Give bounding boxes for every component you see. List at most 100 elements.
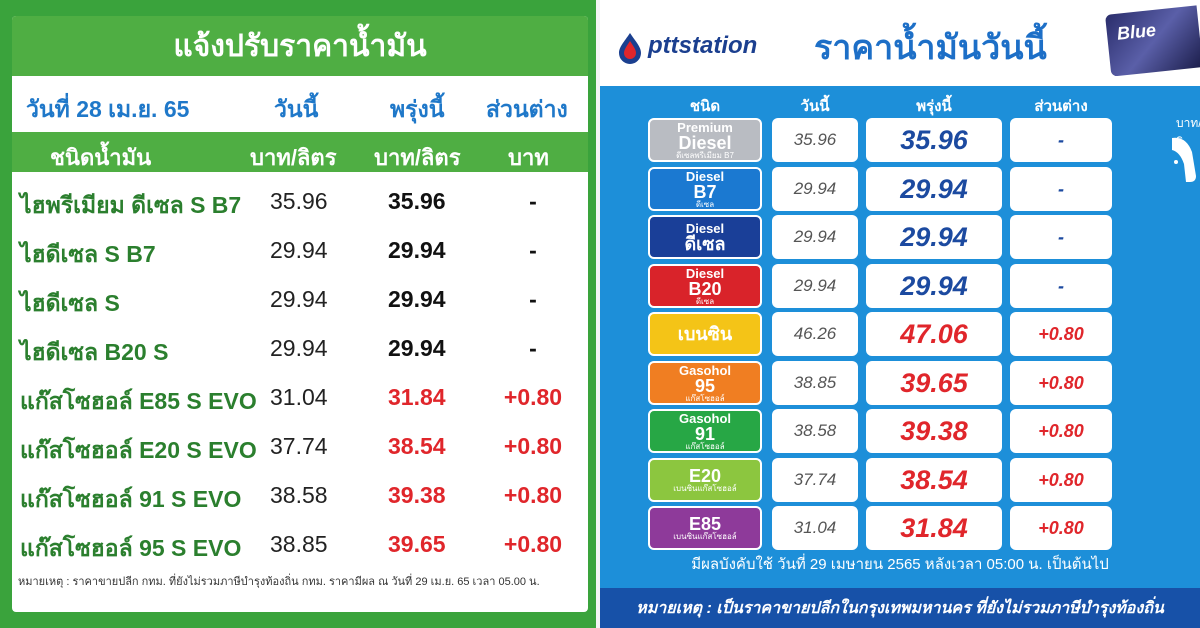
price-today: 35.96 xyxy=(270,188,328,214)
price-tomorrow: 39.65 xyxy=(866,361,1002,405)
badge-line2: 91 xyxy=(694,423,716,444)
price-diff: +0.80 xyxy=(1010,458,1112,502)
price-today: 38.58 xyxy=(772,409,858,453)
fuel-badge: Diesel B7 ดีเซล xyxy=(648,167,762,211)
badge-line2: E20 xyxy=(688,466,722,486)
left-price-row: แก๊สโซฮอล์ 91 S EVO 38.58 39.38 +0.80 xyxy=(12,474,588,520)
right-price-row: Premium Diesel ดีเซลพรีเมียม B7 35.96 35.96- xyxy=(648,118,1168,162)
left-price-row: แก๊สโซฮอล์ 95 S EVO 38.85 39.65 +0.80 xyxy=(12,523,588,569)
price-tomorrow: 35.96 xyxy=(866,118,1002,162)
badge-line3: แก๊สโซฮอล์ xyxy=(685,393,725,403)
price-tomorrow: 39.65 xyxy=(388,531,446,557)
price-diff: +0.80 xyxy=(503,384,563,410)
price-diff: - xyxy=(529,188,537,214)
fuel-badge: Gasohol 91 แก๊สโซฮอล์ xyxy=(648,409,762,453)
badge-line2: E85 xyxy=(688,514,722,534)
brand-name: pttstation xyxy=(648,32,758,59)
badge-line3: ดีเซลพรีเมียม B7 xyxy=(676,150,734,160)
col-diff-header: ส่วนต่าง xyxy=(486,96,568,122)
fuel-badge: Diesel ดีเซล xyxy=(648,215,762,259)
price-today: 37.74 xyxy=(772,458,858,502)
price-tomorrow: 38.54 xyxy=(866,458,1002,502)
price-today: 31.04 xyxy=(270,384,328,410)
badge-line2: B20 xyxy=(688,278,722,299)
badge-line3: เบนซินแก๊สโซฮอล์ xyxy=(673,532,737,541)
price-tomorrow: 29.94 xyxy=(866,264,1002,308)
right-price-row: Diesel ดีเซล 29.94 29.94- xyxy=(648,215,1168,259)
badge-line1: Diesel xyxy=(685,220,725,236)
price-diff: +0.80 xyxy=(1010,506,1112,550)
right-note: หมายเหตุ : เป็นราคาขายปลีกในกรุงเทพมหานค… xyxy=(600,588,1200,628)
price-diff: +0.80 xyxy=(1010,409,1112,453)
left-price-table: แจ้งปรับราคาน้ำมัน วันที่ 28 เม.ย. 65 วั… xyxy=(12,16,588,612)
price-today: 29.94 xyxy=(270,237,328,263)
left-price-row: ไฮดีเซล S B7 29.94 29.94 - xyxy=(12,229,588,275)
col-type-header: ชนิด xyxy=(689,98,721,115)
price-tomorrow: 38.54 xyxy=(388,433,446,459)
price-tomorrow: 39.38 xyxy=(866,409,1002,453)
badge-line3: แก๊สโซฮอล์ xyxy=(685,441,725,451)
badge-line3: ดีเซล xyxy=(695,199,715,209)
right-price-row: เบนซิน 46.26 47.06 +0.80 xyxy=(648,312,1168,356)
col-name-header: ชนิดน้ำมัน xyxy=(50,145,152,170)
right-column-headers: ชนิด วันนี้ พรุ่งนี้ ส่วนต่าง xyxy=(600,92,1200,116)
price-tomorrow: 29.94 xyxy=(866,167,1002,211)
badge-line2: B7 xyxy=(693,181,717,202)
left-header-row: วันที่ 28 เม.ย. 65 วันนี้ พรุ่งนี้ ส่วนต… xyxy=(12,82,588,128)
left-note: หมายเหตุ : ราคาขายปลีก กทม. ที่ยังไม่รวม… xyxy=(18,576,540,588)
right-price-row: E85 เบนซินแก๊สโซฮอล์ 31.04 31.84 +0.80 xyxy=(648,506,1168,550)
price-tomorrow: 47.06 xyxy=(866,312,1002,356)
price-diff: - xyxy=(529,237,537,263)
badge-line3: เบนซินแก๊สโซฮอล์ xyxy=(673,484,737,493)
price-diff: +0.80 xyxy=(1010,361,1112,405)
price-diff: +0.80 xyxy=(503,531,563,557)
left-price-row: ไฮพรีเมียม ดีเซล S B7 35.96 35.96 - xyxy=(12,180,588,226)
badge-line1: Diesel xyxy=(685,265,725,281)
col-tomorrow-header: พรุ่งนี้ xyxy=(916,98,952,115)
fuel-badge: E85 เบนซินแก๊สโซฮอล์ xyxy=(648,506,762,550)
effective-date-text: มีผลบังคับใช้ วันที่ 29 เมษายน 2565 หลัง… xyxy=(691,556,1109,573)
price-tomorrow: 29.94 xyxy=(866,215,1002,259)
col-diff-header: ส่วนต่าง xyxy=(1034,98,1088,115)
left-price-row: แก๊สโซฮอล์ E85 S EVO 31.04 31.84 +0.80 xyxy=(12,376,588,422)
price-today: 38.58 xyxy=(270,482,328,508)
badge-line1: Gasohol xyxy=(678,362,731,378)
panel-divider xyxy=(596,0,600,628)
col-today-header: วันนี้ xyxy=(274,96,319,122)
left-price-row: ไฮดีเซล B20 S 29.94 29.94 - xyxy=(12,327,588,373)
price-today: 29.94 xyxy=(772,167,858,211)
badge-line2: 95 xyxy=(694,375,716,396)
fuel-nozzle-icon xyxy=(1172,137,1196,182)
price-tomorrow: 31.84 xyxy=(866,506,1002,550)
price-diff: - xyxy=(1010,264,1112,308)
fuel-name: แก๊สโซฮอล์ E85 S EVO xyxy=(20,388,257,414)
unit-today: บาท/ลิตร xyxy=(250,145,337,170)
fuel-badge: Gasohol 95 แก๊สโซฮอล์ xyxy=(648,361,762,405)
price-diff: - xyxy=(1010,215,1112,259)
right-price-row: E20 เบนซินแก๊สโซฮอล์ 37.74 38.54 +0.80 xyxy=(648,458,1168,502)
price-today: 38.85 xyxy=(270,531,328,557)
price-today: 29.94 xyxy=(270,286,328,312)
left-price-row: ไฮดีเซล S 29.94 29.94 - xyxy=(12,278,588,324)
left-title: แจ้งปรับราคาน้ำมัน xyxy=(12,16,588,76)
col-today-header: วันนี้ xyxy=(800,98,830,115)
right-price-row: Diesel B7 ดีเซล 29.94 29.94- xyxy=(648,167,1168,211)
badge-line2: ดีเซล xyxy=(684,233,726,254)
right-price-row: Gasohol 95 แก๊สโซฮอล์ 38.85 39.65 +0.80 xyxy=(648,361,1168,405)
price-today: 35.96 xyxy=(772,118,858,162)
price-diff: - xyxy=(1010,167,1112,211)
price-today: 29.94 xyxy=(772,264,858,308)
right-price-row: Gasohol 91 แก๊สโซฮอล์ 38.58 39.38 +0.80 xyxy=(648,409,1168,453)
price-tomorrow: 29.94 xyxy=(388,335,446,361)
date-label: วันที่ 28 เม.ย. 65 xyxy=(26,96,190,122)
blue-card-label: Blue xyxy=(1116,19,1157,44)
right-price-panel: pttstation ราคาน้ำมันวันนี้ Blue ชนิด วั… xyxy=(600,0,1200,628)
price-today: 37.74 xyxy=(270,433,328,459)
price-tomorrow: 31.84 xyxy=(388,384,446,410)
price-today: 29.94 xyxy=(772,215,858,259)
price-diff: - xyxy=(1010,118,1112,162)
ptt-drop-icon xyxy=(619,33,641,64)
fuel-badge: Diesel B20 ดีเซล xyxy=(648,264,762,308)
unit-tomorrow: บาท/ลิตร xyxy=(374,145,461,170)
price-diff: +0.80 xyxy=(1010,312,1112,356)
